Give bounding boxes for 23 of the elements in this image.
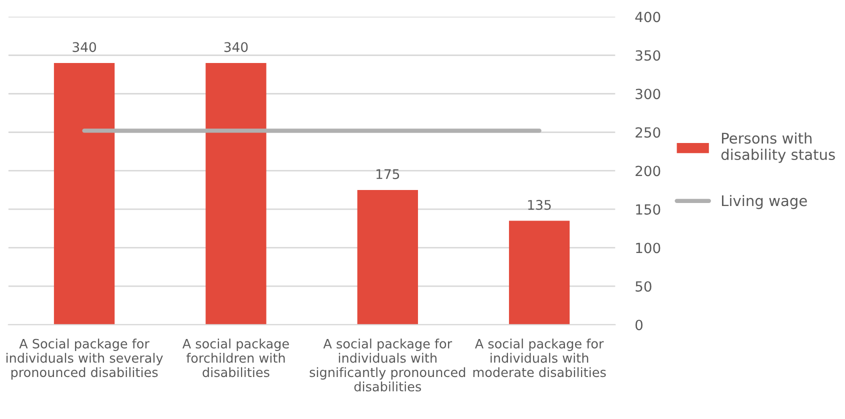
x-tick-label: A social package for individuals with moderate disabilities xyxy=(473,338,606,378)
y-tick-label: 0 xyxy=(636,320,643,330)
y-tick-label: 250 xyxy=(636,127,660,138)
y-tick-label: 200 xyxy=(636,166,660,176)
x-tick-label: A Social package for individuals with severaly pronounced disabilities xyxy=(6,338,163,380)
y-tick-label: 100 xyxy=(636,242,660,254)
legend-label: Persons with disability status xyxy=(721,132,835,163)
bar xyxy=(357,190,418,325)
bar xyxy=(54,62,115,325)
x-tick-label: A social package for individuals with significantly pronounced disabilities xyxy=(310,338,466,392)
data-label: 340 xyxy=(72,42,96,52)
y-tick-label: 300 xyxy=(636,88,660,100)
y-tick-label: 50 xyxy=(636,281,652,292)
y-tick-label: 350 xyxy=(636,50,660,61)
x-tick-label: A social package forchildren with disabilities xyxy=(182,338,289,378)
data-label: 340 xyxy=(224,42,248,52)
y-tick-label: 150 xyxy=(636,204,660,215)
bar xyxy=(508,220,570,325)
data-label: 135 xyxy=(528,200,551,210)
data-label: 175 xyxy=(376,169,400,180)
y-tick-label: 400 xyxy=(635,12,660,22)
legend-label: Living wage xyxy=(722,194,807,210)
bar xyxy=(206,62,266,325)
